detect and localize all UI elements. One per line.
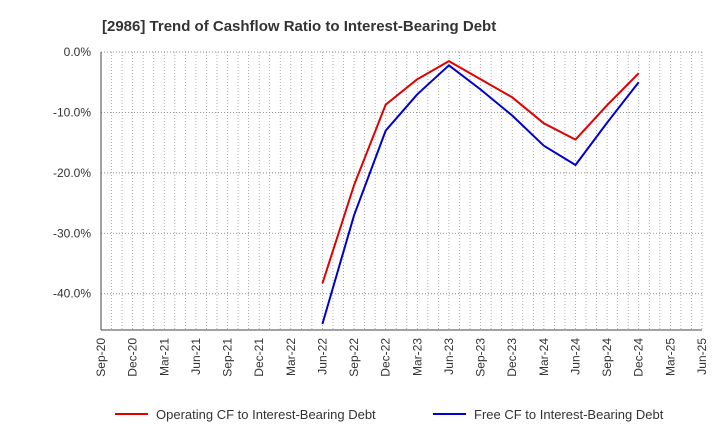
x-tick-label: Mar-25 <box>663 338 677 376</box>
x-tick-label: Mar-21 <box>157 338 171 376</box>
x-tick-label: Dec-21 <box>252 338 266 377</box>
x-tick-label: Dec-24 <box>632 338 646 377</box>
y-tick-label: 0.0% <box>64 45 92 59</box>
x-tick-label: Dec-20 <box>126 338 140 377</box>
y-tick-label: -30.0% <box>53 226 91 240</box>
x-tick-label: Jun-23 <box>442 338 456 375</box>
plot-area: 0.0% -10.0% -20.0% -30.0% -40.0% Sep-20 Dec-20… <box>53 45 709 377</box>
legend-label: Free CF to Interest-Bearing Debt <box>474 407 664 422</box>
x-tick-label: Sep-23 <box>474 338 488 377</box>
y-tick-label: -10.0% <box>53 105 91 119</box>
chart-title: [2986] Trend of Cashflow Ratio to Intere… <box>102 18 496 35</box>
x-tick-label: Sep-22 <box>347 338 361 377</box>
x-tick-label: Jun-25 <box>695 338 709 375</box>
x-tick-label: Dec-22 <box>379 338 393 377</box>
legend-label: Operating CF to Interest-Bearing Debt <box>156 407 376 422</box>
x-tick-label: Dec-23 <box>505 338 519 377</box>
x-tick-label: Sep-20 <box>94 338 108 377</box>
x-tick-label: Sep-24 <box>600 338 614 377</box>
x-tick-label: Sep-21 <box>221 338 235 377</box>
x-tick-label: Jun-21 <box>189 338 203 375</box>
plot-background <box>101 52 702 330</box>
x-tick-label: Mar-23 <box>410 338 424 376</box>
series-line-free-cf <box>321 64 640 325</box>
y-tick-label: -40.0% <box>53 287 91 301</box>
x-tick-label: Mar-24 <box>537 338 551 376</box>
x-tick-label: Jun-24 <box>568 338 582 375</box>
legend: Operating CF to Interest-Bearing Debt Fre… <box>115 407 664 422</box>
y-tick-label: -20.0% <box>53 166 91 180</box>
x-tick-label: Mar-22 <box>284 338 298 376</box>
series-line-operating-cf <box>321 60 640 284</box>
x-tick-label: Jun-22 <box>315 338 329 375</box>
